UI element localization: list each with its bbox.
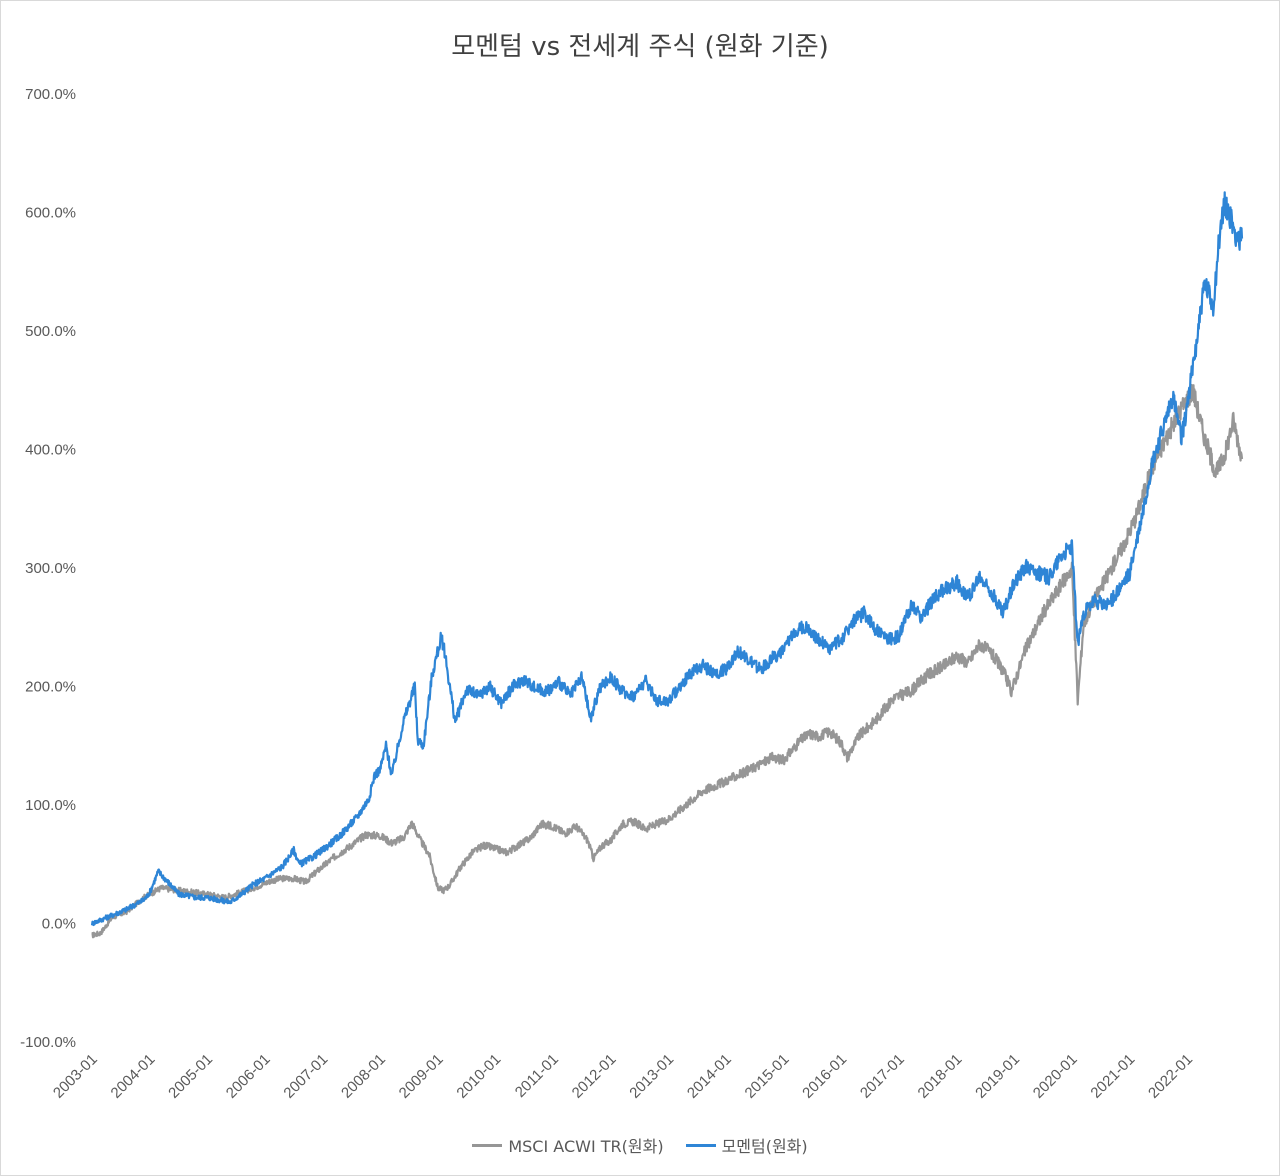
x-tick-label: 2022-01 — [1145, 1051, 1196, 1102]
chart-title: 모멘텀 vs 전세계 주식 (원화 기준) — [451, 32, 829, 62]
y-tick-label: 100.0% — [25, 797, 76, 814]
series-line-momentum — [90, 191, 1244, 927]
y-tick-label: 600.0% — [25, 205, 76, 222]
y-axis-ticks: 700.0% 600.0% 500.0% 400.0% 300.0% 200.0% 100.… — [20, 86, 76, 1051]
legend-item-momentum[interactable]: 모멘텀(원화) — [685, 1133, 808, 1157]
x-tick-label: 2015-01 — [742, 1051, 793, 1102]
legend-label-momentum: 모멘텀(원화) — [721, 1137, 808, 1156]
x-tick-label: 2008-01 — [338, 1051, 389, 1102]
series-lines — [90, 191, 1244, 939]
legend: MSCI ACWI TR(원화) 모멘텀(원화) — [0, 1133, 1280, 1157]
x-tick-label: 2009-01 — [396, 1051, 447, 1102]
y-tick-label: 200.0% — [25, 679, 76, 696]
x-tick-label: 2006-01 — [223, 1051, 274, 1102]
y-tick-label: 700.0% — [25, 86, 76, 103]
legend-label-msci: MSCI ACWI TR(원화) — [508, 1137, 664, 1156]
x-tick-label: 2018-01 — [915, 1051, 966, 1102]
x-tick-label: 2004-01 — [108, 1051, 159, 1102]
x-tick-label: 2007-01 — [280, 1051, 331, 1102]
x-tick-label: 2014-01 — [684, 1051, 735, 1102]
y-tick-label: 0.0% — [42, 916, 76, 933]
x-tick-label: 2013-01 — [626, 1051, 677, 1102]
x-tick-label: 2017-01 — [857, 1051, 908, 1102]
legend-swatch-msci — [472, 1143, 503, 1147]
x-tick-label: 2003-01 — [50, 1051, 101, 1102]
x-tick-label: 2011-01 — [512, 1051, 562, 1101]
legend-swatch-momentum — [685, 1143, 716, 1147]
x-tick-label: 2019-01 — [972, 1051, 1023, 1102]
x-axis-ticks: 2003-01 2004-01 2005-01 2006-01 2007-01 2008-… — [50, 1051, 1196, 1102]
y-tick-label: 300.0% — [25, 560, 76, 577]
y-tick-label: 400.0% — [25, 442, 76, 459]
x-tick-label: 2016-01 — [799, 1051, 850, 1102]
x-tick-label: 2005-01 — [165, 1051, 216, 1102]
series-line-msci — [91, 383, 1244, 939]
x-tick-label: 2021-01 — [1087, 1051, 1138, 1102]
y-tick-label: 500.0% — [25, 323, 76, 340]
y-tick-label: -100.0% — [20, 1034, 76, 1051]
x-tick-label: 2010-01 — [453, 1051, 504, 1102]
x-tick-label: 2012-01 — [569, 1051, 620, 1102]
x-tick-label: 2020-01 — [1030, 1051, 1081, 1102]
legend-item-msci[interactable]: MSCI ACWI TR(원화) — [472, 1133, 664, 1157]
